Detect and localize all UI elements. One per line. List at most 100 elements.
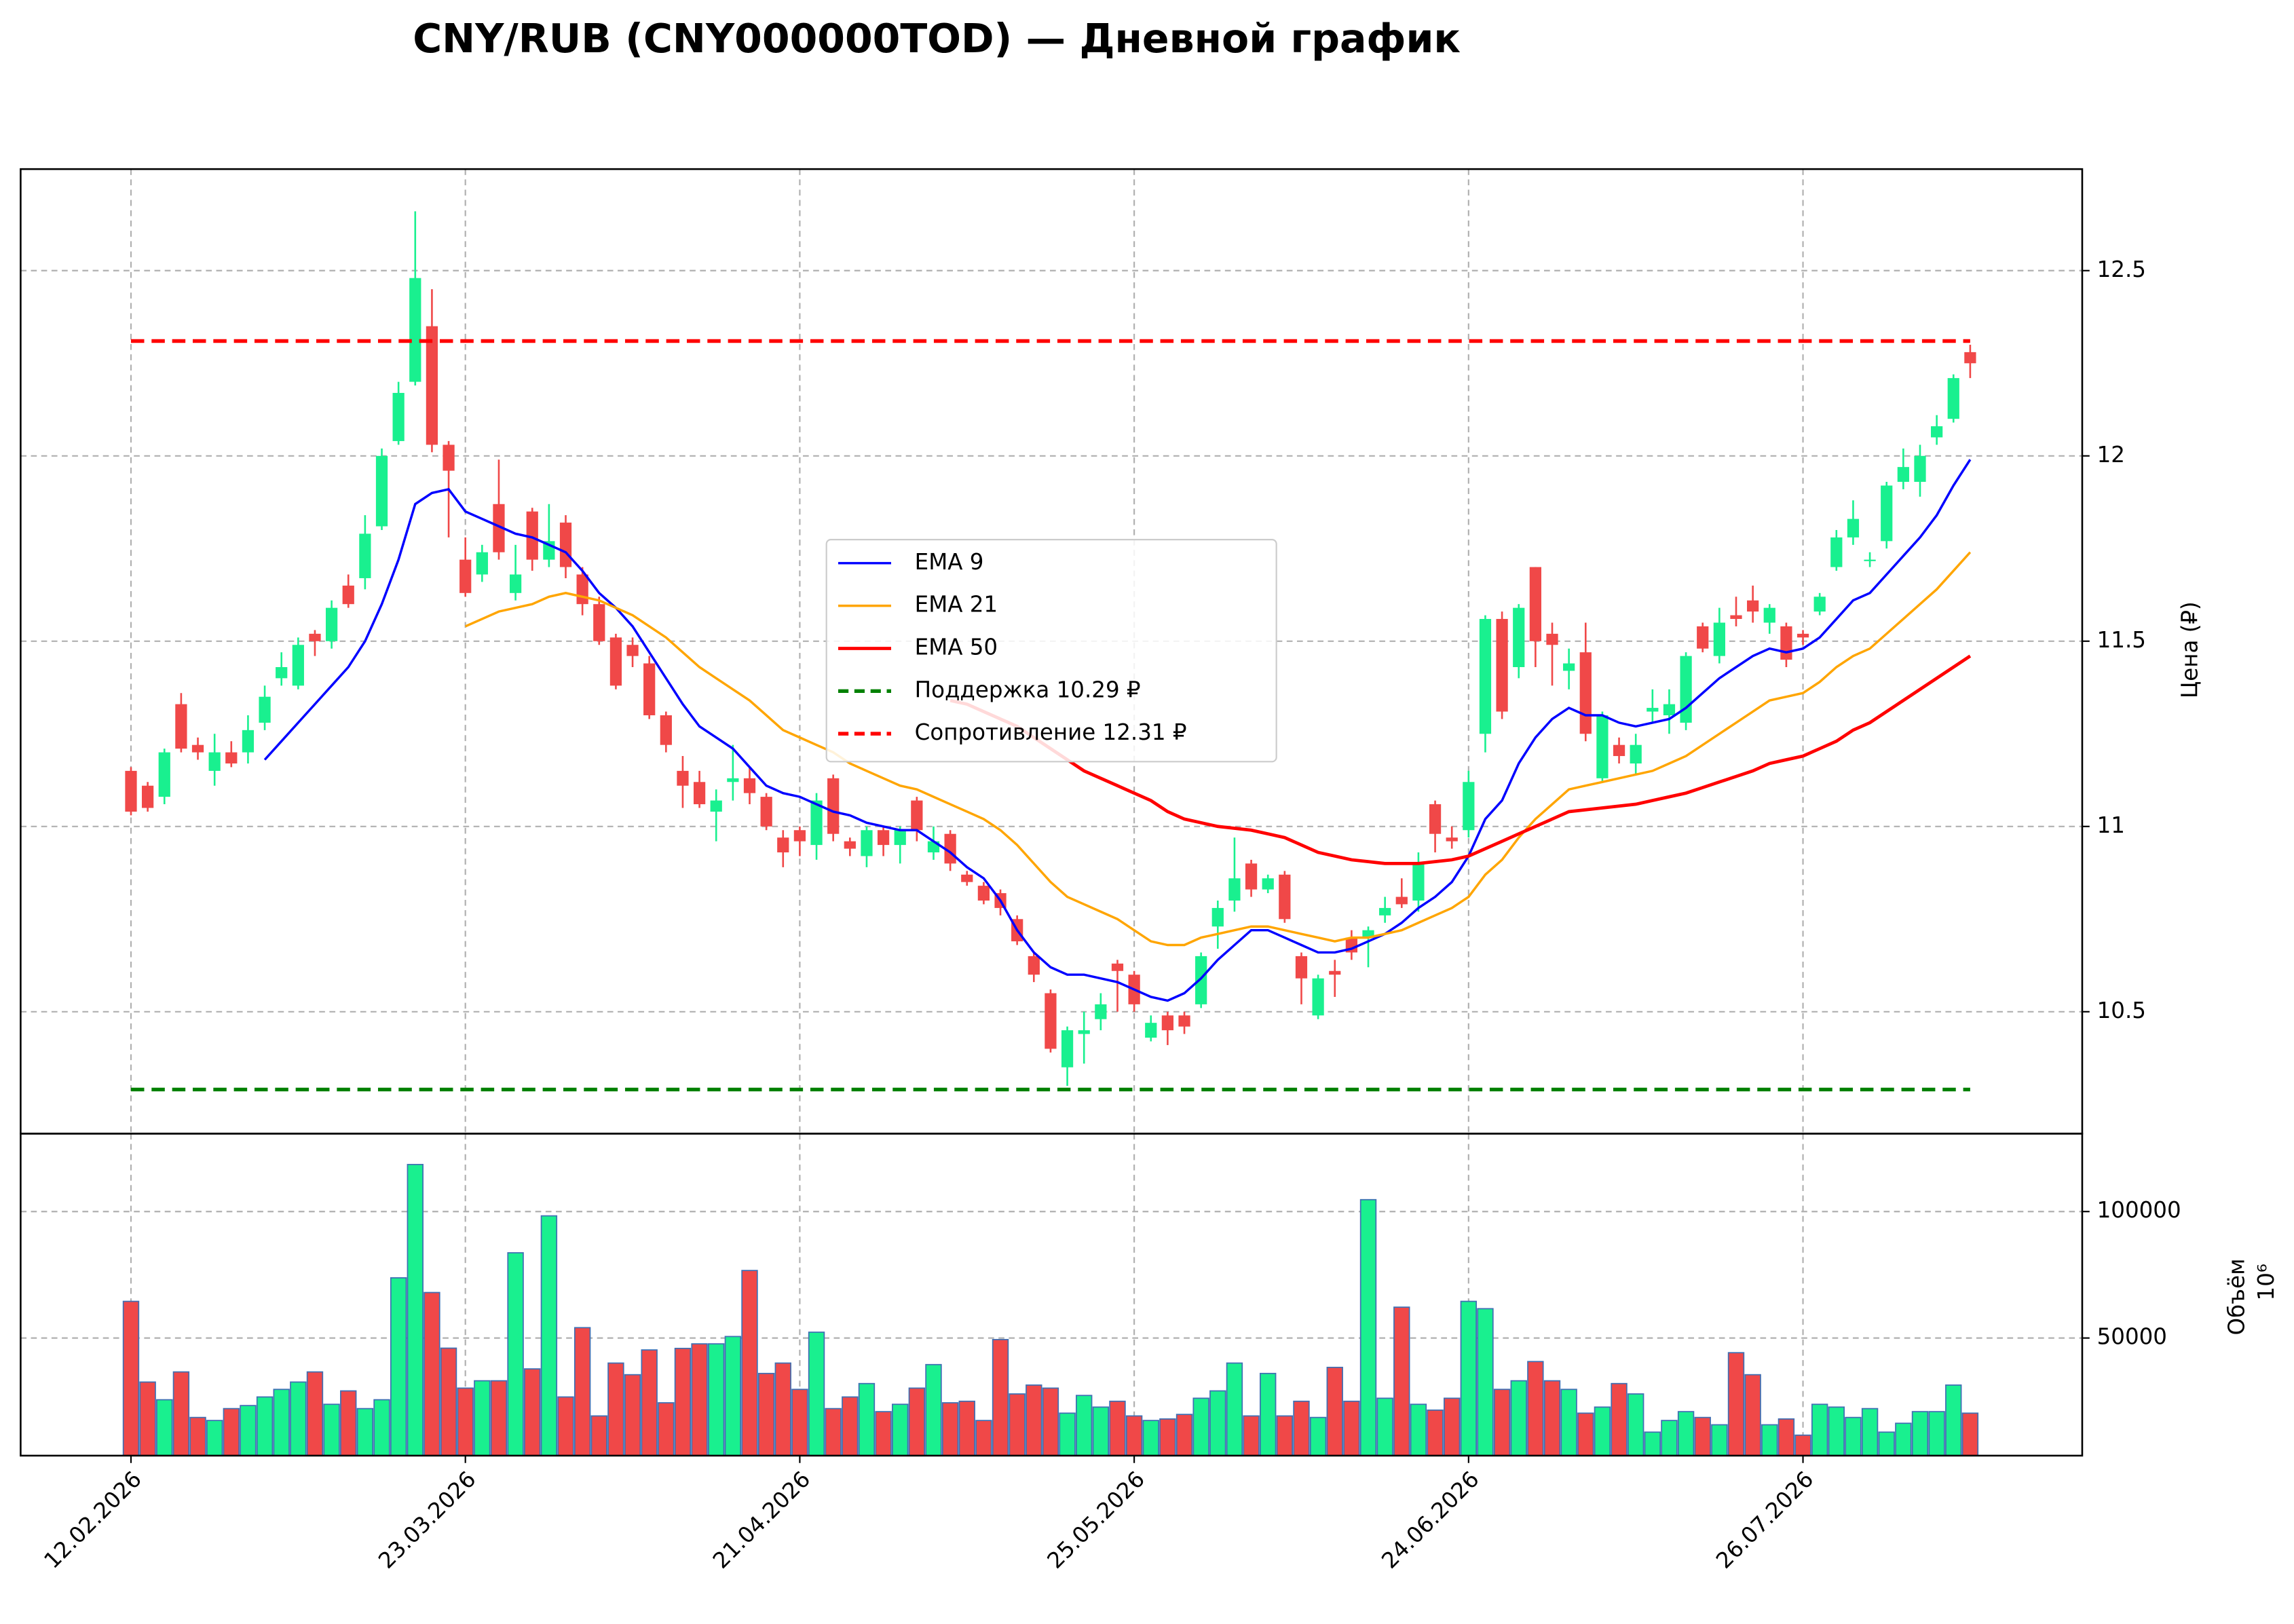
candle-body — [793, 830, 806, 842]
candle-body — [1312, 978, 1324, 1016]
volume-bar — [1243, 1415, 1260, 1456]
candle-body — [861, 830, 873, 856]
candle-body — [1947, 378, 1959, 419]
volume-bar — [507, 1252, 524, 1456]
volume-bar — [858, 1382, 876, 1456]
candle-body — [493, 504, 505, 552]
candle-body — [1647, 708, 1659, 712]
volume-bar — [1594, 1406, 1611, 1456]
candle-body — [208, 752, 221, 771]
volume-bar — [1343, 1400, 1360, 1456]
volume-offset-label: 10⁶ — [2253, 1264, 2279, 1300]
y-tick-label: 10.5 — [2097, 998, 2146, 1023]
candle-body — [1680, 656, 1692, 723]
legend-label: EMA 9 — [915, 549, 984, 575]
candle-body — [677, 770, 689, 786]
candle-body — [1479, 619, 1492, 734]
candle-body — [1329, 970, 1341, 975]
y-tick-label: 50000 — [2097, 1324, 2167, 1350]
volume-bar — [1945, 1384, 1962, 1456]
candle-body — [911, 800, 923, 831]
candle-body — [593, 604, 605, 641]
volume-bar — [373, 1399, 390, 1456]
volume-bar — [741, 1270, 758, 1456]
candle-body — [1713, 622, 1725, 656]
candle-body — [877, 830, 890, 846]
candle-body — [1630, 744, 1642, 763]
legend-label: Сопротивление 12.31 ₽ — [915, 719, 1187, 745]
candle-body — [626, 645, 639, 656]
candle-body — [459, 559, 472, 593]
volume-bar — [323, 1403, 340, 1456]
candle-body — [292, 645, 304, 686]
candle-body — [1045, 993, 1057, 1049]
volume-bar — [875, 1411, 892, 1456]
candle-body — [1429, 804, 1442, 834]
y-tick-label: 12 — [2097, 442, 2125, 468]
volume-bar — [1727, 1352, 1745, 1456]
volume-axis-label: Объём — [2224, 1258, 2250, 1335]
candle-body — [693, 782, 706, 805]
candle-body — [1513, 607, 1525, 668]
candle-body — [660, 715, 672, 745]
volume-bar — [808, 1332, 825, 1456]
volume-bar — [1443, 1397, 1461, 1456]
candle-body — [1830, 537, 1843, 567]
volume-bar — [540, 1215, 558, 1456]
candle-body — [1563, 663, 1575, 671]
volume-bar — [457, 1387, 474, 1456]
candle-body — [559, 523, 572, 567]
volume-bar — [1677, 1411, 1695, 1456]
volume-bar — [1276, 1415, 1294, 1456]
volume-bar — [1460, 1300, 1478, 1456]
volume-bar — [524, 1368, 541, 1456]
y-tick-label: 100000 — [2097, 1197, 2181, 1223]
volume-bar — [691, 1343, 708, 1456]
volume-bar — [842, 1396, 859, 1456]
volume-bar — [122, 1300, 140, 1456]
volume-bar — [1260, 1372, 1277, 1456]
candle-body — [141, 785, 154, 808]
volume-bar — [674, 1348, 692, 1456]
volume-bar — [1326, 1366, 1343, 1456]
volume-bar — [1393, 1306, 1410, 1456]
volume-bar — [1611, 1382, 1628, 1456]
candle-body — [1178, 1015, 1190, 1027]
volume-bar — [1309, 1416, 1327, 1456]
volume-bar — [1410, 1403, 1427, 1456]
candle-body — [844, 841, 856, 849]
candle-body — [894, 830, 906, 846]
volume-bar — [892, 1403, 909, 1456]
volume-bar — [1026, 1384, 1042, 1456]
volume-bar — [607, 1362, 624, 1456]
candle-body — [1145, 1023, 1157, 1038]
candle-body — [325, 607, 338, 641]
volume-bar — [1543, 1380, 1561, 1456]
candle-body — [1914, 455, 1926, 482]
volume-bar — [256, 1396, 274, 1456]
candle-body — [1111, 963, 1124, 971]
candle-body — [1813, 597, 1826, 612]
volume-bar — [1895, 1422, 1912, 1456]
candle-body — [727, 778, 739, 782]
candle-body — [259, 696, 271, 723]
candle-body — [1864, 559, 1876, 561]
volume-bar — [724, 1336, 742, 1456]
volume-bar — [1878, 1431, 1895, 1456]
candle-body — [125, 770, 137, 812]
volume-bar — [825, 1408, 842, 1456]
candle-body — [309, 633, 321, 641]
volume-bar — [1059, 1412, 1076, 1456]
volume-bar — [1209, 1390, 1226, 1456]
candle-body — [526, 511, 538, 560]
candle-body — [1262, 878, 1274, 890]
volume-bar — [774, 1362, 791, 1456]
volume-bar — [1226, 1362, 1243, 1456]
candle-body — [977, 886, 990, 901]
volume-bar — [1042, 1387, 1059, 1456]
candle-body — [409, 278, 421, 382]
volume-bar — [206, 1420, 223, 1456]
candle-body — [810, 800, 823, 846]
volume-bar — [1661, 1420, 1678, 1456]
